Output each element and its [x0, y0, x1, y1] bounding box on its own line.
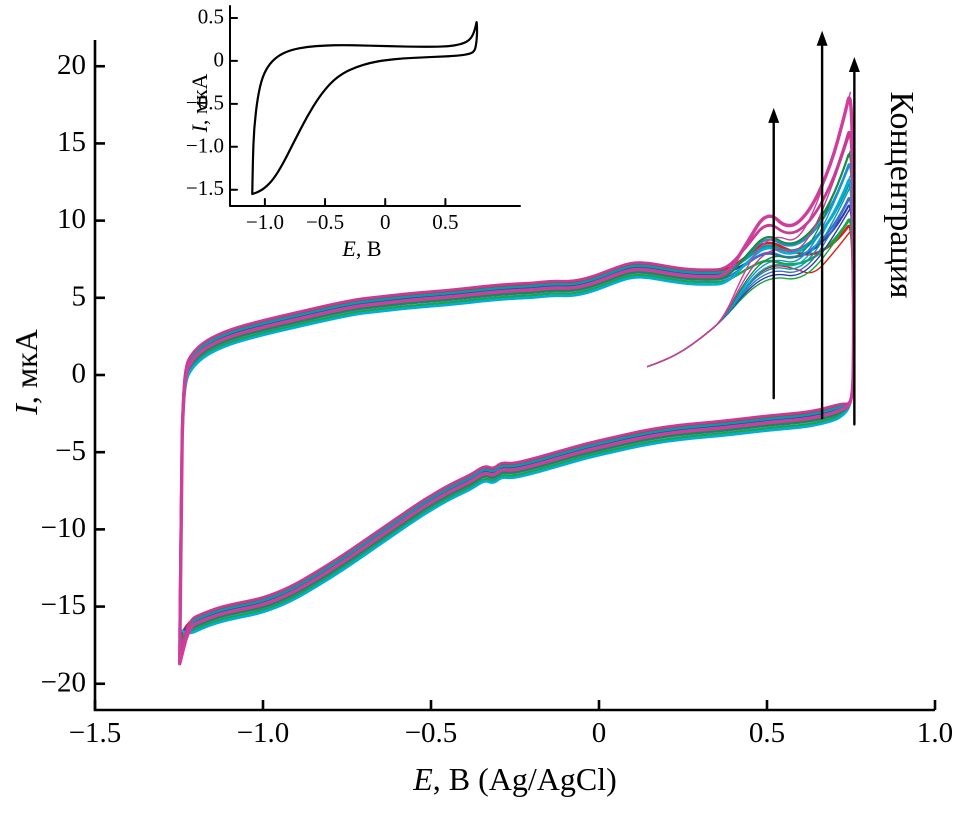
- inset-x-axis-title: E, В: [342, 238, 381, 260]
- main-y-axis-title: I, мкА: [8, 329, 44, 415]
- main-y-axis-text: , мкА: [8, 329, 44, 405]
- inset-y-axis-text: , мкА: [187, 73, 212, 126]
- inset-y-axis-symbol: I: [187, 125, 212, 133]
- inset-y-axis-title: I, мкА: [187, 73, 212, 133]
- inset-x-axis-symbol: E: [342, 236, 356, 261]
- concentration-annotation: Концентрация: [883, 91, 920, 299]
- main-x-axis-symbol: E: [413, 761, 433, 797]
- main-x-axis-title: E, В (Ag/AgCl): [413, 763, 617, 795]
- main-x-axis-text: , В (Ag/AgCl): [432, 761, 617, 797]
- inset-x-axis-text: , В: [355, 236, 382, 261]
- main-y-axis-symbol: I: [8, 404, 44, 415]
